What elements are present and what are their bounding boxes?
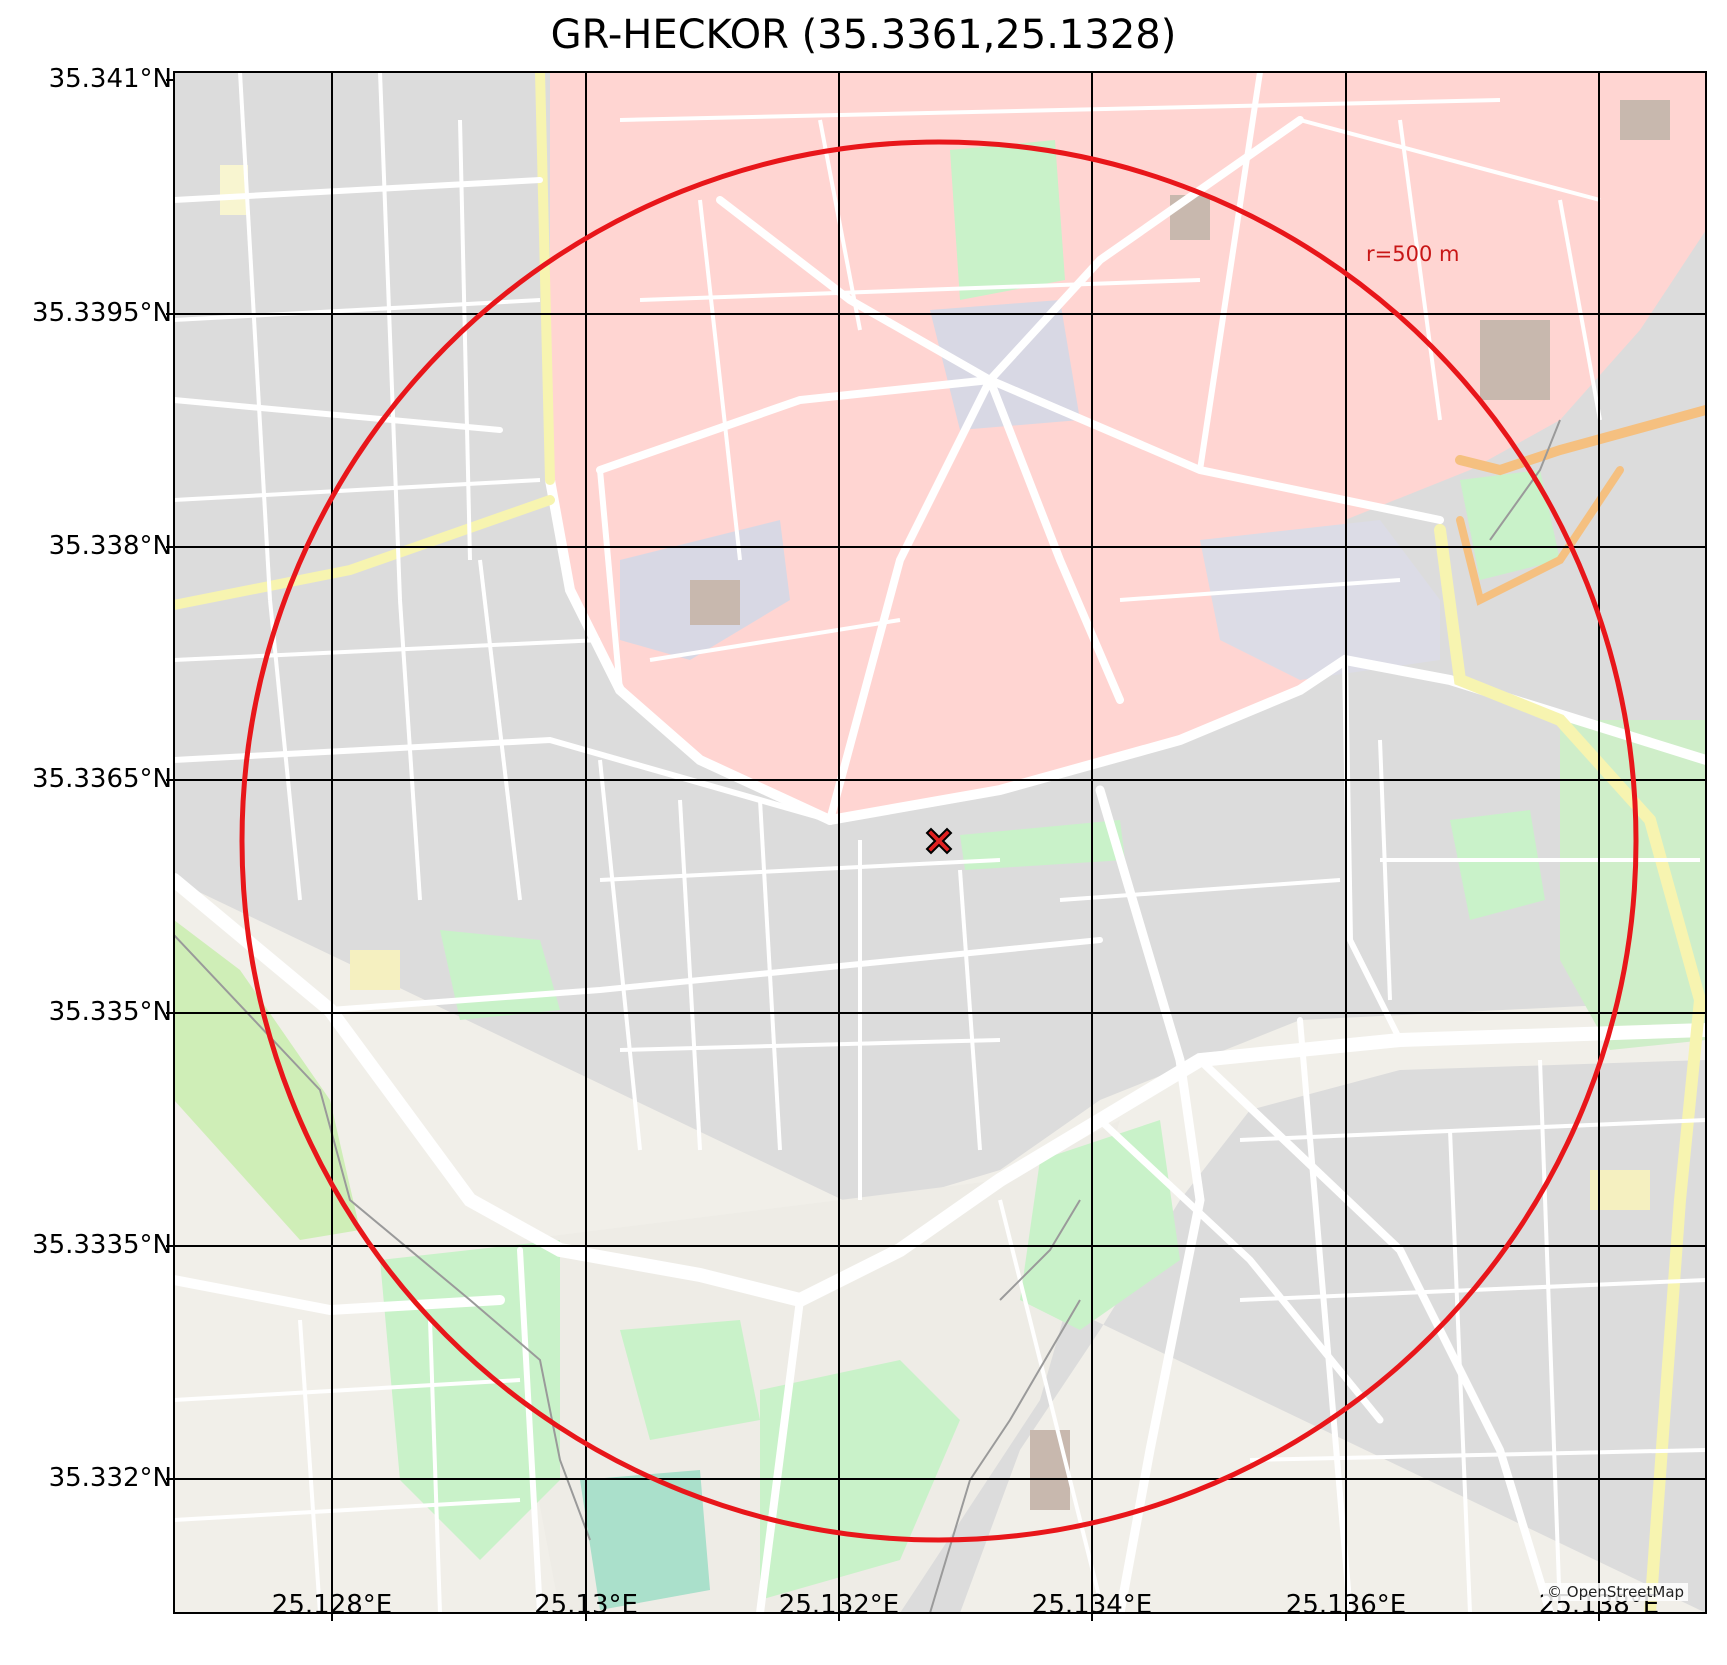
tick-marks [166, 79, 1600, 1621]
y-tick-label: 35.341°N [48, 64, 172, 94]
y-tick-label: 35.335°N [48, 997, 172, 1027]
building [690, 580, 740, 625]
y-tick-label: 35.3365°N [32, 764, 172, 794]
pitch [580, 1470, 710, 1610]
radius-circle [239, 139, 1639, 1543]
station-marker-x-icon[interactable] [925, 827, 953, 855]
street-grid [174, 72, 1706, 1613]
building [1620, 100, 1670, 140]
radius-label: r=500 m [1366, 242, 1460, 266]
x-tick-label: 25.128°E [271, 1590, 393, 1620]
y-tick-label: 35.332°N [48, 1463, 172, 1493]
park [1020, 1120, 1180, 1330]
building [1030, 1430, 1070, 1510]
road-network [174, 72, 1706, 1613]
y-tick-label: 35.3395°N [32, 298, 172, 328]
x-tick-label: 25.132°E [778, 1590, 900, 1620]
building [220, 165, 248, 215]
map-title: GR-HECKOR (35.3361,25.1328) [550, 12, 1177, 58]
park [960, 820, 1125, 870]
park [620, 1320, 760, 1440]
park [1450, 810, 1545, 920]
building [1480, 320, 1550, 400]
plaza [1200, 520, 1440, 680]
map-attribution: © OpenStreetMap [1543, 1583, 1689, 1601]
y-tick-label: 35.338°N [48, 531, 172, 561]
park [1460, 470, 1560, 580]
rail-lines [174, 419, 1561, 1613]
park [174, 920, 360, 1240]
y-tick-label: 35.3335°N [32, 1230, 172, 1260]
x-tick-label: 25.13°E [534, 1590, 638, 1620]
park [950, 140, 1065, 300]
x-tick-label: 25.136°E [1285, 1590, 1407, 1620]
map-frame [173, 71, 1707, 1614]
x-tick-label: 25.134°E [1031, 1590, 1153, 1620]
building [350, 950, 400, 990]
gridlines [174, 72, 1706, 1613]
